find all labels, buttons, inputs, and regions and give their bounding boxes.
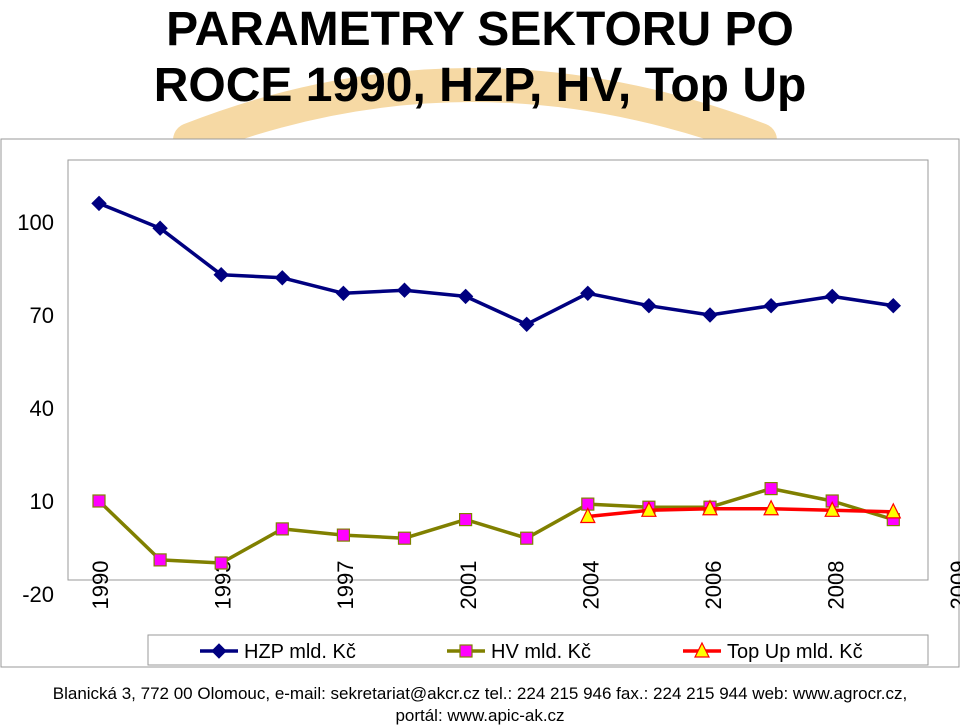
y-tick-label: 100 [17,210,54,235]
data-point [824,288,840,305]
data-point [579,507,596,524]
data-point [335,285,352,302]
data-point [152,220,168,236]
x-tick-label: 2004 [578,561,603,610]
slide-title-line-1: PARAMETRY SEKTORU PO [166,3,794,56]
data-point [520,531,534,545]
data-point [91,195,107,212]
legend-label: HZP mld. Kč [244,641,356,663]
swoosh-arc [173,68,777,157]
data-point [640,500,657,517]
y-axis-tick-labels: 100 70 40 10 -20 [17,210,54,607]
series-0 [91,195,902,333]
data-point [885,502,902,519]
data-point [764,482,778,496]
data-point [580,285,596,302]
data-point [274,270,291,286]
legend-swatch-marker [211,643,227,659]
data-point [396,282,413,298]
x-tick-label: 2008 [824,561,849,610]
data-point [641,297,657,314]
data-point [824,500,841,517]
legend-label: Top Up mld. Kč [727,641,863,663]
data-point [214,556,228,570]
plot-area [67,159,929,581]
y-tick-label: 10 [30,489,54,514]
slide-title-line-2: ROCE 1990, HZP, HV, Top Up [153,59,807,112]
footer-portal-line: portál: www.apic-ak.cz [395,706,565,725]
data-point [518,316,535,333]
y-tick-label: -20 [22,582,54,607]
data-point [153,553,167,567]
y-tick-label: 40 [30,396,54,421]
x-tick-label: 1990 [88,561,113,610]
legend-label: HV mld. Kč [491,641,591,663]
x-tick-label: 2001 [456,561,481,610]
series-line [587,507,894,519]
data-point [702,499,718,516]
x-tick-label: 1997 [333,561,358,610]
legend-swatch-marker [459,644,473,658]
legend-box [147,634,929,666]
series-layer [91,195,902,570]
series-line [98,201,894,327]
data-point [763,499,780,516]
data-point [763,297,779,314]
data-point [275,522,289,536]
series-line [97,486,894,565]
footer-contact-line: Blanická 3, 772 00 Olomouc, e-mail: sekr… [52,684,908,703]
data-point [92,494,106,508]
series-1 [92,482,900,570]
data-point [397,531,412,545]
legend: HZP mld. Kč HV mld. Kč Top Up mld. Kč [147,634,929,666]
y-tick-label: 70 [30,303,54,328]
x-tick-label: 2006 [701,561,726,610]
data-point [457,288,474,305]
data-point [336,528,350,542]
data-point [702,307,718,323]
x-tick-label: 2009 [946,561,960,610]
data-point [459,513,473,527]
data-point [885,297,902,314]
series-2 [579,499,902,524]
data-point [213,266,229,283]
legend-swatch-marker [694,641,710,658]
